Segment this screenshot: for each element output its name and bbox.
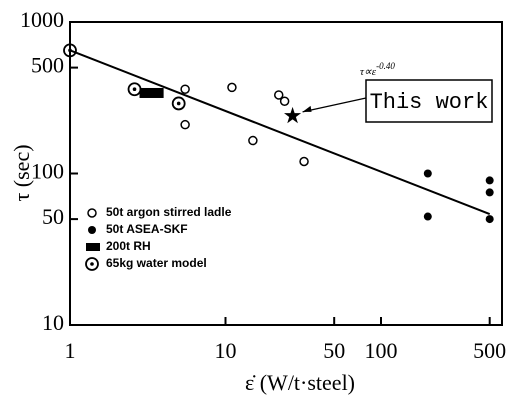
point [63,43,77,58]
legend-swatch [88,226,96,234]
point-dot [132,87,137,92]
this-work-label: This work [370,90,489,115]
point [423,212,432,221]
arrow-head [302,105,312,112]
point [248,135,258,146]
point [299,156,309,167]
x-tick-label: 100 [364,338,397,363]
annotation-exponent: -0.40 [376,61,395,71]
point [227,82,237,93]
legend-label: 65kg water model [106,256,207,270]
point-dot [90,262,94,266]
legend-label: 50t ASEA-SKF [106,222,188,236]
legend-swatch [87,208,97,218]
plot-frame [69,21,503,326]
x-tick-label: 500 [473,338,506,363]
legend-swatch [85,257,99,271]
point [485,176,494,185]
rh-bar [139,87,164,98]
point [485,188,494,197]
y-tick-label: 500 [31,53,64,78]
this-work-star [284,106,302,124]
point [273,90,284,100]
x-axis-label: ε̇ (W/t·steel) [245,370,355,395]
legend-label: 50t argon stirred ladle [106,205,232,219]
legend-swatch [86,243,100,251]
x-tick-label: 1 [65,338,76,363]
point [127,82,142,97]
point [180,119,190,130]
y-tick-label: 1000 [20,7,64,32]
fit-line [69,49,491,215]
legend-label: 200t RH [106,239,151,253]
y-axis-label: τ (sec) [9,144,34,201]
annotation-base: τ∝ε [360,66,377,78]
point [171,96,186,111]
x-tick-label: 10 [214,338,236,363]
x-tick-label: 50 [323,338,345,363]
point [279,96,290,106]
point-dot [68,48,72,53]
point [423,169,432,178]
point-dot [176,101,181,106]
fit-annotation: τ∝ε-0.40 [360,61,395,77]
arrow [302,97,367,113]
point [485,215,494,224]
y-tick-label: 50 [42,204,64,229]
y-tick-label: 10 [42,310,64,335]
point [180,84,190,94]
this-work-box [365,79,493,123]
y-tick-label: 100 [31,159,64,184]
